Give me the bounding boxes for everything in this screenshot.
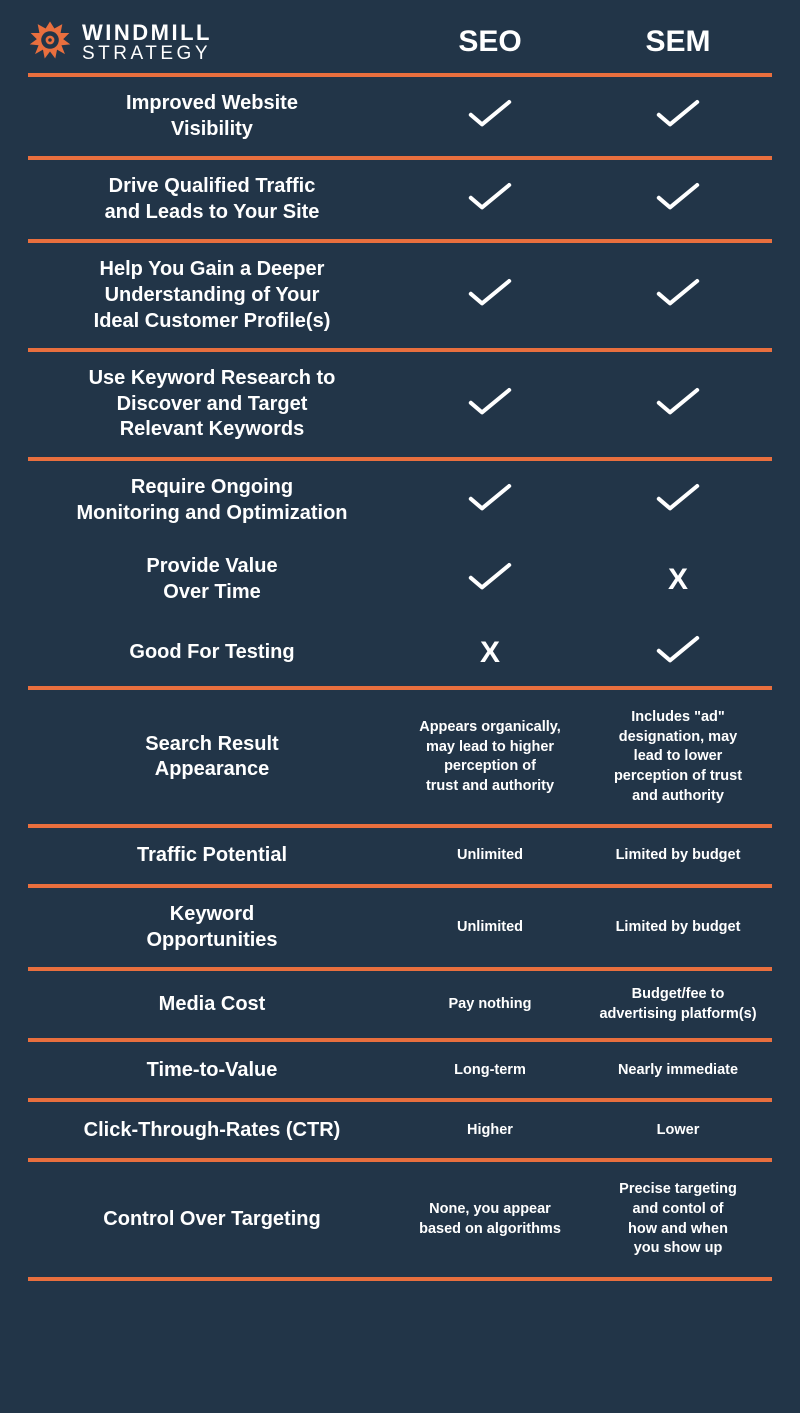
seo-cell-text: None, you appearbased on algorithms — [409, 1200, 571, 1239]
seo-cell — [396, 481, 584, 520]
table-row: Improved WebsiteVisibility — [28, 77, 772, 156]
check-icon — [466, 481, 514, 520]
sem-cell-text: Includes "ad"designation, maylead to low… — [604, 708, 752, 806]
table-row: Use Keyword Research toDiscover and Targ… — [28, 352, 772, 457]
row-label: Time-to-Value — [28, 1058, 396, 1084]
seo-cell — [396, 385, 584, 424]
row-label: Click-Through-Rates (CTR) — [28, 1118, 396, 1144]
sem-cell — [584, 180, 772, 219]
check-icon — [466, 276, 514, 315]
seo-cell — [396, 276, 584, 315]
check-icon — [654, 180, 702, 219]
table-row: Time-to-Value Long-term Nearly immediate — [28, 1042, 772, 1098]
column-header-seo: SEO — [396, 25, 584, 73]
row-label: Search ResultAppearance — [28, 732, 396, 783]
row-label: Use Keyword Research toDiscover and Targ… — [28, 366, 396, 443]
seo-cell: Appears organically,may lead to higherpe… — [396, 718, 584, 796]
sem-cell-text: Limited by budget — [606, 918, 751, 938]
row-label: Media Cost — [28, 992, 396, 1018]
sem-cell: Budget/fee toadvertising platform(s) — [584, 985, 772, 1024]
seo-cell: Pay nothing — [396, 995, 584, 1015]
sem-cell: Includes "ad"designation, maylead to low… — [584, 708, 772, 806]
seo-cell-text: Unlimited — [447, 918, 533, 938]
check-icon — [466, 97, 514, 136]
check-icon — [654, 633, 702, 672]
sem-cell — [584, 481, 772, 520]
check-icon — [466, 180, 514, 219]
comparison-table-body: Improved WebsiteVisibility Drive Qualifie… — [28, 73, 772, 1281]
seo-cell: Unlimited — [396, 846, 584, 866]
seo-cell-text: Unlimited — [447, 846, 533, 866]
table-row: KeywordOpportunities Unlimited Limited by … — [28, 888, 772, 967]
check-icon — [654, 97, 702, 136]
table-row: Provide ValueOver Time X — [28, 540, 772, 619]
sem-cell — [584, 633, 772, 672]
sem-cell: X — [584, 563, 772, 597]
sem-cell-text: Lower — [647, 1121, 710, 1141]
row-label: Require OngoingMonitoring and Optimizati… — [28, 475, 396, 526]
sem-cell — [584, 385, 772, 424]
check-icon — [466, 385, 514, 424]
x-icon: X — [668, 563, 688, 597]
seo-cell: Higher — [396, 1121, 584, 1141]
table-row: Help You Gain a DeeperUnderstanding of Y… — [28, 243, 772, 348]
seo-cell — [396, 560, 584, 599]
table-row: Media Cost Pay nothing Budget/fee toadvert… — [28, 971, 772, 1038]
table-row: Traffic Potential Unlimited Limited by bud… — [28, 828, 772, 884]
seo-cell-text: Long-term — [444, 1061, 536, 1081]
sem-cell: Lower — [584, 1121, 772, 1141]
column-header-sem: SEM — [584, 25, 772, 73]
table-row: Good For Testing X — [28, 619, 772, 686]
seo-cell — [396, 180, 584, 219]
x-icon: X — [480, 636, 500, 670]
seo-cell: Long-term — [396, 1061, 584, 1081]
sem-cell: Limited by budget — [584, 846, 772, 866]
row-label: Help You Gain a DeeperUnderstanding of Y… — [28, 257, 396, 334]
seo-cell-text: Appears organically,may lead to higherpe… — [409, 718, 571, 796]
check-icon — [466, 560, 514, 599]
seo-cell-text: Pay nothing — [439, 995, 542, 1015]
row-label: Improved WebsiteVisibility — [28, 91, 396, 142]
check-icon — [654, 385, 702, 424]
divider — [28, 1277, 772, 1281]
check-icon — [654, 276, 702, 315]
seo-cell: Unlimited — [396, 918, 584, 938]
seo-cell: X — [396, 636, 584, 670]
sem-cell-text: Budget/fee toadvertising platform(s) — [589, 985, 766, 1024]
table-row: Drive Qualified Trafficand Leads to Your… — [28, 160, 772, 239]
row-label: KeywordOpportunities — [28, 902, 396, 953]
table-row: Click-Through-Rates (CTR) Higher Lower — [28, 1102, 772, 1158]
sem-cell-text: Nearly immediate — [608, 1061, 748, 1081]
table-header: SEO SEM — [28, 25, 772, 73]
seo-cell-text: Higher — [457, 1121, 523, 1141]
seo-cell: None, you appearbased on algorithms — [396, 1200, 584, 1239]
sem-cell: Precise targetingand contol ofhow and wh… — [584, 1180, 772, 1258]
check-icon — [654, 481, 702, 520]
table-row: Require OngoingMonitoring and Optimizati… — [28, 461, 772, 540]
seo-cell — [396, 97, 584, 136]
row-label: Drive Qualified Trafficand Leads to Your… — [28, 174, 396, 225]
sem-cell — [584, 276, 772, 315]
table-row: Control Over Targeting None, you appearba… — [28, 1162, 772, 1276]
table-row: Search ResultAppearance Appears organical… — [28, 690, 772, 824]
row-label: Control Over Targeting — [28, 1207, 396, 1233]
row-label: Good For Testing — [28, 640, 396, 666]
sem-cell: Nearly immediate — [584, 1061, 772, 1081]
sem-cell — [584, 97, 772, 136]
row-label: Traffic Potential — [28, 843, 396, 869]
sem-cell: Limited by budget — [584, 918, 772, 938]
row-label: Provide ValueOver Time — [28, 554, 396, 605]
sem-cell-text: Limited by budget — [606, 846, 751, 866]
sem-cell-text: Precise targetingand contol ofhow and wh… — [609, 1180, 747, 1258]
